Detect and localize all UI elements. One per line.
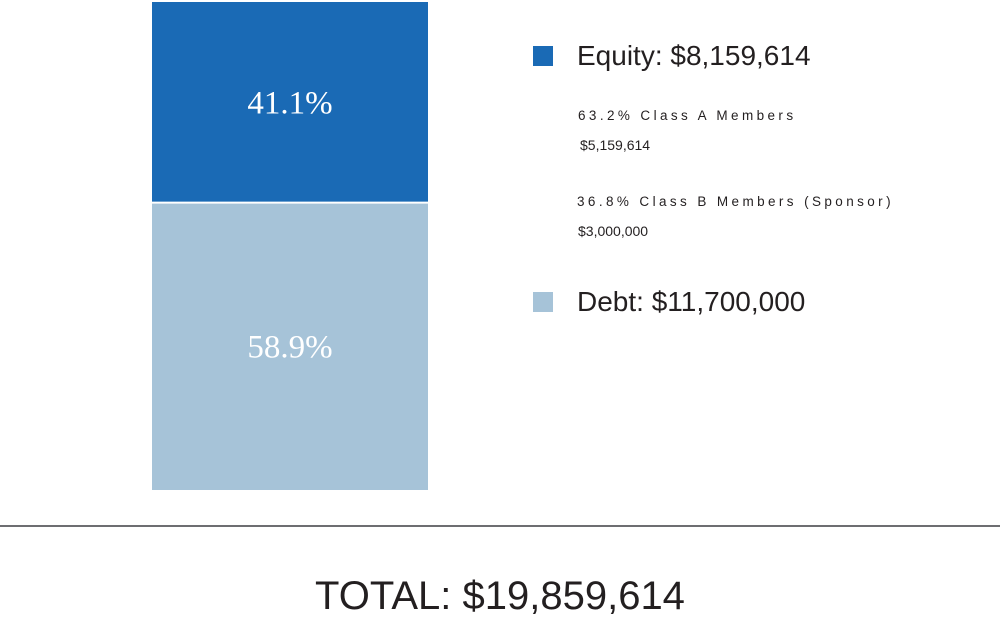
equity-class-a-percent: 63.2% Class A Members: [578, 108, 797, 123]
equity-class-b-percent: 36.8% Class B Members (Sponsor): [577, 194, 894, 209]
legend-label-equity: Equity: $8,159,614: [577, 40, 811, 71]
legend-swatch-debt: [533, 292, 553, 312]
legend-label-debt: Debt: $11,700,000: [577, 286, 806, 317]
bar-segment-equity: [152, 2, 428, 203]
equity-class-a-amount: $5,159,614: [580, 137, 651, 153]
divider-line: [0, 525, 1000, 527]
legend-swatch-equity: [533, 46, 553, 66]
bar-segment-debt: [152, 202, 428, 490]
bar-label-debt: 58.9%: [247, 329, 332, 365]
equity-class-b-amount: $3,000,000: [578, 223, 649, 239]
bar-label-equity: 41.1%: [247, 85, 332, 121]
stacked-bar-chart: 58.9% 41.1%: [152, 2, 428, 490]
total-amount: TOTAL: $19,859,614: [315, 574, 685, 618]
